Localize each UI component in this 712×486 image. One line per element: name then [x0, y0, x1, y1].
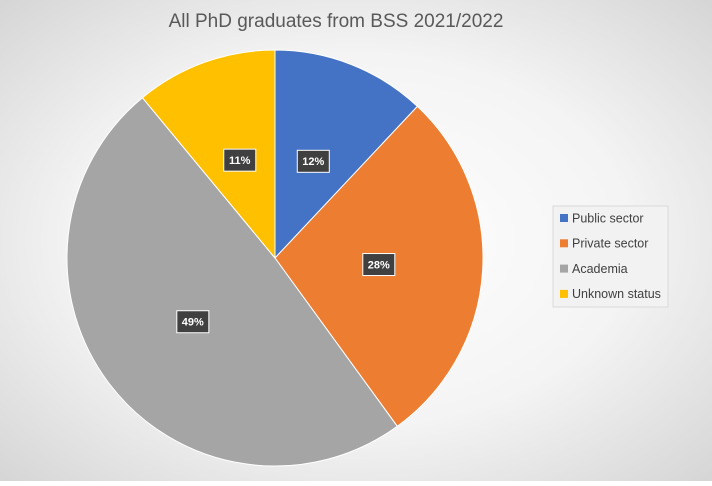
legend-marker — [560, 239, 568, 248]
legend-label: Private sector — [572, 237, 648, 251]
data-label-box — [362, 253, 396, 277]
pie-slice — [66, 97, 398, 467]
legend-box — [552, 205, 669, 308]
data-label: 49% — [182, 317, 204, 329]
data-label: 11% — [229, 155, 251, 167]
legend-marker — [560, 264, 568, 273]
legend-label: Academia — [572, 262, 628, 276]
legend-label: Unknown status — [572, 287, 661, 301]
data-labels: 12% 28% 49% 11% — [176, 148, 396, 334]
legend-label: Public sector — [572, 211, 644, 225]
legend-marker — [560, 289, 568, 298]
legend-marker — [560, 214, 568, 222]
pie-slice — [274, 49, 419, 260]
pie-slice — [141, 49, 276, 260]
data-label-box — [176, 310, 210, 334]
data-label-box — [223, 148, 257, 172]
data-label-box — [296, 149, 330, 173]
data-label: 28% — [368, 259, 390, 271]
legend: Public sector Private sector Academia Unkno… — [552, 205, 669, 308]
data-label: 12% — [302, 156, 324, 168]
pie — [66, 49, 484, 467]
chart-title: All PhD graduates from BSS 2021/2022 — [169, 11, 504, 32]
